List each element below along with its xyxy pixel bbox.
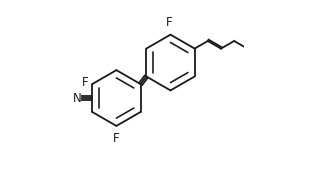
- Text: F: F: [81, 76, 88, 89]
- Text: F: F: [166, 16, 172, 29]
- Text: N: N: [72, 92, 81, 104]
- Text: F: F: [113, 132, 120, 145]
